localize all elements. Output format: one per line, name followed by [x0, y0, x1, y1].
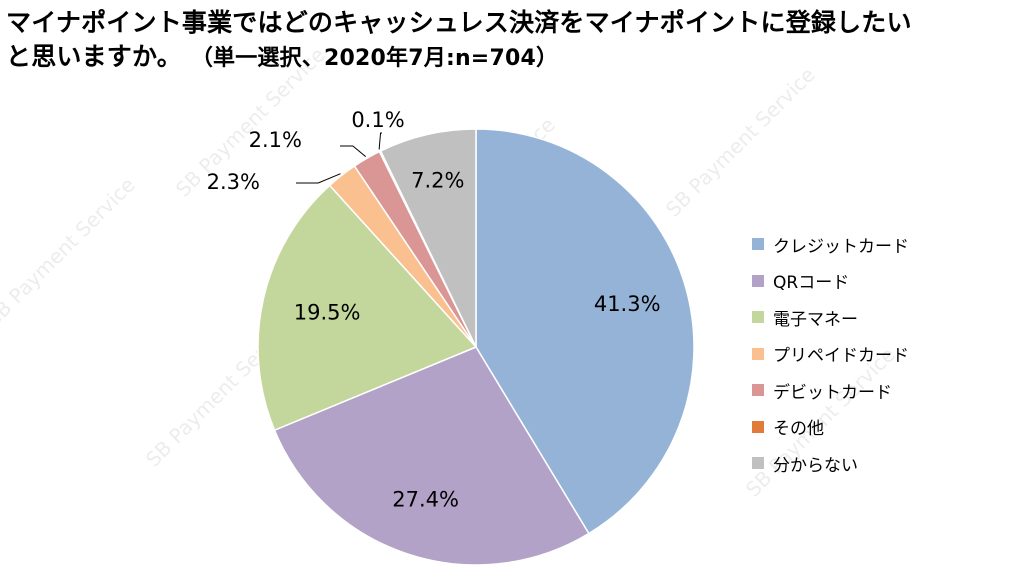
legend-item: QRコード	[752, 263, 1002, 300]
legend-swatch	[752, 420, 764, 433]
leader-line	[296, 173, 341, 184]
legend-swatch	[752, 311, 764, 324]
legend-item: その他	[752, 409, 1002, 446]
pie-slice	[257, 184, 478, 432]
data-label: 2.1%	[249, 128, 302, 152]
legend-label: QRコード	[773, 273, 850, 294]
legend-label: クレジットカード	[773, 236, 909, 257]
data-label: 19.5%	[294, 300, 361, 324]
data-label: 0.1%	[351, 108, 404, 132]
pie-slice	[475, 128, 695, 535]
legend-label: 分からない	[773, 455, 858, 476]
legend-swatch	[752, 384, 764, 397]
leader-line	[340, 145, 367, 158]
pie-slice	[273, 346, 590, 566]
legend-label: その他	[773, 419, 824, 440]
pie-slice	[379, 128, 477, 348]
legend-swatch	[752, 457, 764, 470]
legend-label: デビットカード	[773, 382, 892, 403]
legend-item: クレジットカード	[752, 226, 1002, 263]
data-label: 41.3%	[594, 292, 661, 316]
chart-title: マイナポイント事業ではどのキャッシュレス決済をマイナポイントに登録したい と思い…	[6, 6, 1006, 76]
legend-swatch	[752, 274, 764, 287]
chart-title-line2: と思いますか。	[6, 42, 182, 71]
chart-title-note: （単一選択、2020年7月:n=704）	[190, 46, 559, 71]
legend-label: プリペイドカード	[773, 346, 909, 367]
data-label: 7.2%	[411, 168, 464, 192]
chart-title-line1: マイナポイント事業ではどのキャッシュレス決済をマイナポイントに登録したい	[6, 8, 912, 37]
legend-item: 分からない	[752, 445, 1002, 482]
legend-swatch	[752, 238, 764, 251]
legend: クレジットカード QRコード電子マネープリペイドカード デビットカード その他分からな…	[752, 226, 1002, 482]
legend-item: プリペイドカード	[752, 336, 1002, 373]
legend-item: デビットカード	[752, 372, 1002, 409]
data-label: 2.3%	[207, 170, 260, 194]
legend-label: 電子マネー	[773, 309, 858, 330]
leader-line	[378, 132, 382, 150]
data-label: 27.4%	[392, 487, 459, 511]
legend-item: 電子マネー	[752, 299, 1002, 336]
legend-swatch	[752, 347, 764, 360]
